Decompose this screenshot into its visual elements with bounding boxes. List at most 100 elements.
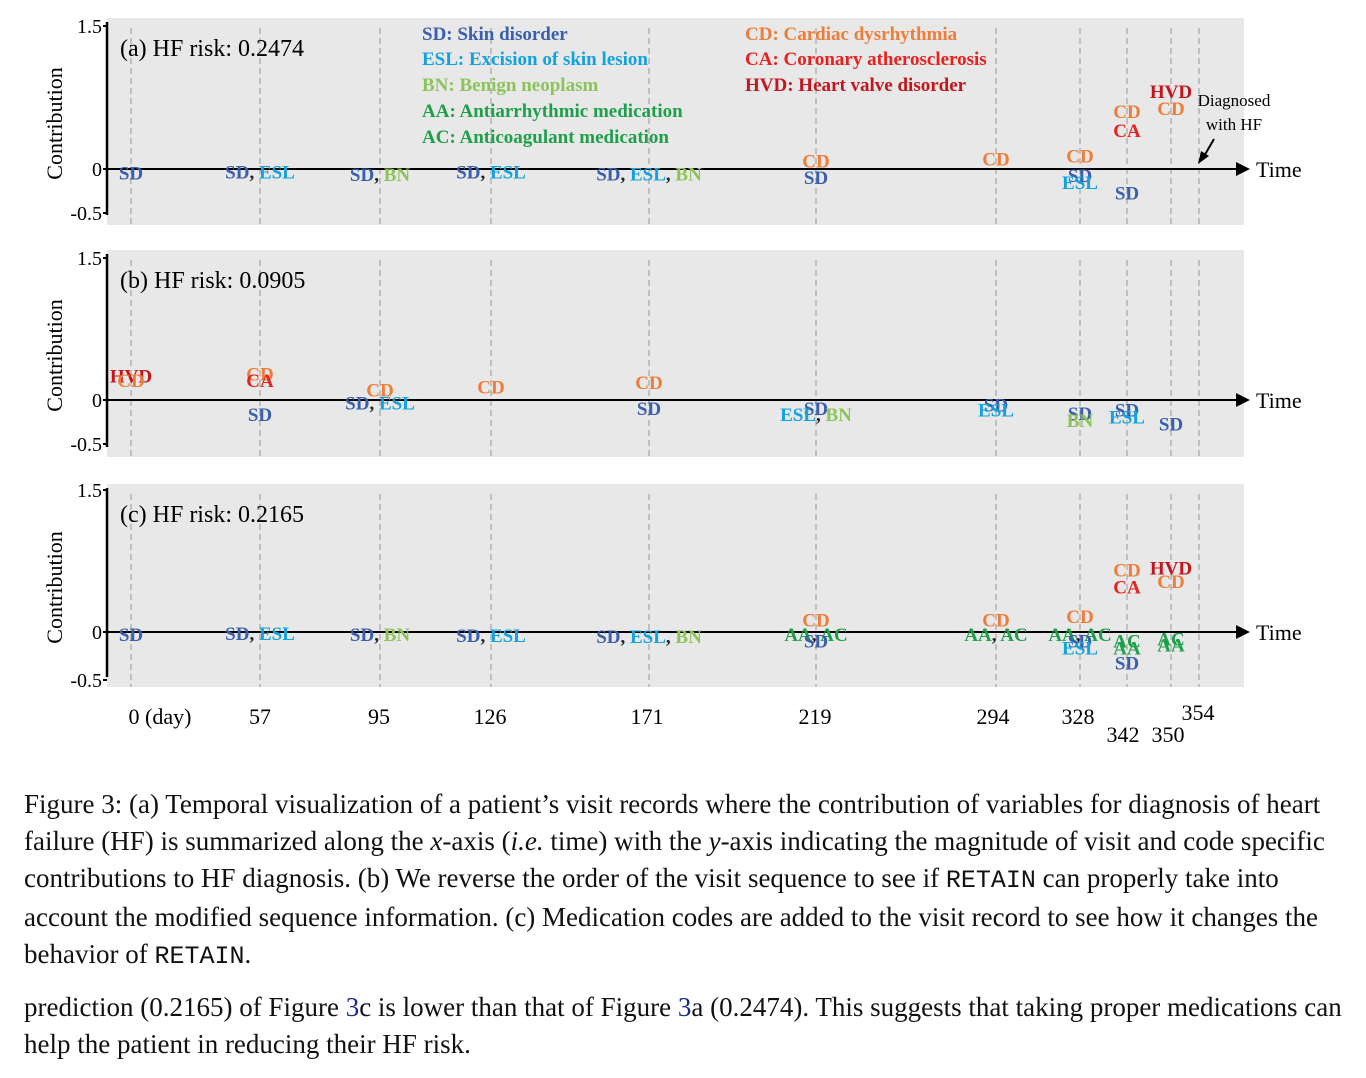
- code-esl: ESL: [1062, 638, 1098, 659]
- code-sd: SD: [1115, 654, 1139, 675]
- y-tick-label: 1.5: [77, 480, 102, 502]
- code-mark-label: CD: [366, 381, 393, 402]
- code-separator: ,: [620, 164, 630, 185]
- code-hvd: HVD: [1150, 82, 1192, 103]
- arrow-icon: [1198, 151, 1209, 164]
- code-ca: CA: [246, 371, 274, 392]
- code-sd: SD: [1068, 632, 1092, 653]
- code-mark-label: CD: [477, 378, 504, 399]
- legend-entry: SD: Skin disorder: [422, 24, 568, 45]
- code-cd: CD: [366, 381, 393, 402]
- code-separator: ,: [374, 165, 384, 186]
- legend-entry: ESL: Excision of skin lesion: [422, 49, 648, 70]
- code-esl: ESL: [630, 164, 666, 185]
- code-mark-label: AA: [1113, 638, 1141, 659]
- legend-entry: CD: Cardiac dysrhythmia: [745, 24, 958, 45]
- code-sd: SD: [225, 163, 249, 184]
- code-separator: ,: [249, 163, 259, 184]
- code-mark-label: CD: [1157, 572, 1184, 593]
- code-separator: ,: [992, 625, 1000, 646]
- code-mark-label: BN: [1067, 411, 1094, 432]
- y-tick-label: -0.5: [70, 203, 102, 225]
- y-tick-label: 0: [92, 622, 102, 644]
- code-mark-label: CA: [1113, 121, 1141, 142]
- code-ac: AC: [1084, 625, 1111, 646]
- x-tick-label: 126: [474, 704, 507, 729]
- code-cd: CD: [477, 378, 504, 399]
- code-mark-label: SD: [984, 395, 1008, 416]
- code-bn: BN: [384, 625, 411, 646]
- y-axis-label: Contribution: [42, 299, 67, 411]
- code-mark-label: CD: [1066, 147, 1093, 168]
- code-mark-label: CD: [1066, 607, 1093, 628]
- code-mark-label: HVD: [110, 366, 152, 387]
- code-mark-label: SD: [1068, 166, 1092, 187]
- code-esl: ESL: [780, 405, 816, 426]
- code-mark-label: AA: [1157, 635, 1185, 656]
- code-mark-label: SD: [248, 405, 272, 426]
- code-mark-label: CD: [1113, 102, 1140, 123]
- code-sd: SD: [119, 163, 143, 184]
- code-mark-label: SD: [804, 632, 828, 653]
- y-tick-label: -0.5: [70, 434, 102, 456]
- code-sd: SD: [1068, 166, 1092, 187]
- code-bn: BN: [1067, 411, 1094, 432]
- code-mark-label: SD: [1159, 415, 1183, 436]
- code-cd: CD: [1066, 147, 1093, 168]
- annotation-text: with HF: [1206, 115, 1262, 134]
- code-cd: CD: [635, 373, 662, 394]
- y-tick-label: 0: [92, 390, 102, 412]
- code-ca: CA: [1113, 578, 1141, 599]
- code-sd: SD: [804, 632, 828, 653]
- code-mark-label: CA: [1113, 578, 1141, 599]
- code-ac: AC: [1157, 630, 1184, 651]
- code-esl: ESL: [1109, 408, 1145, 429]
- code-mark-label: SD: [804, 399, 828, 420]
- code-esl: ESL: [630, 627, 666, 648]
- figure-ref-link[interactable]: 3: [345, 992, 360, 1022]
- y-tick-label: 1.5: [77, 248, 102, 270]
- code-esl: ESL: [379, 394, 415, 415]
- code-cd: CD: [246, 364, 273, 385]
- x-tick-label: 328: [1062, 704, 1095, 729]
- panel-background: [107, 250, 1244, 457]
- code-cd: CD: [802, 611, 829, 632]
- code-mark-label: HVD: [1150, 559, 1192, 580]
- code-sd: SD: [1115, 184, 1139, 205]
- code-hvd: HVD: [1150, 559, 1192, 580]
- code-mark-label: SD: [804, 168, 828, 189]
- code-mark-label: SD: [1115, 654, 1139, 675]
- code-mark-label: SD: [1068, 632, 1092, 653]
- code-mark-label: CA: [246, 371, 274, 392]
- y-tick-label: 1.5: [77, 16, 102, 38]
- code-mark-label: AA, AC: [784, 625, 847, 646]
- x-axis-label: Time: [1256, 388, 1302, 413]
- code-cd: CD: [1157, 99, 1184, 120]
- code-mark-label: SD, ESL: [345, 394, 415, 415]
- arrow-icon: [1236, 393, 1250, 407]
- code-mark-label: SD: [119, 625, 143, 646]
- code-mark-label: CD: [982, 149, 1009, 170]
- code-mark-label: AC: [1113, 632, 1140, 653]
- code-cd: CD: [1066, 607, 1093, 628]
- code-separator: ,: [816, 405, 826, 426]
- code-mark-label: SD, BN: [350, 165, 410, 186]
- code-mark-label: CD: [1157, 99, 1184, 120]
- code-mark-label: CD: [117, 371, 144, 392]
- figure-3-chart: Time 1.5 0 -0.5 Contribution (a) HF risk: 0.2…: [42, 16, 1302, 747]
- x-tick-label: 350: [1152, 722, 1185, 747]
- code-ac: AC: [1000, 625, 1027, 646]
- code-ac: AC: [820, 625, 847, 646]
- code-cd: CD: [802, 151, 829, 172]
- code-sd: SD: [984, 395, 1008, 416]
- legend-entry: AC: Anticoagulant medication: [422, 127, 669, 148]
- figure-ref-link[interactable]: 3: [677, 992, 692, 1022]
- panel-title: (b) HF risk: 0.0905: [120, 268, 305, 294]
- code-sd: SD: [225, 624, 249, 645]
- code-ca: CA: [1113, 121, 1141, 142]
- retain-code-1: RETAIN: [945, 866, 1036, 895]
- arrow-icon: [1236, 162, 1250, 176]
- x-tick-label: 95: [368, 704, 390, 729]
- code-mark-label: CD: [802, 611, 829, 632]
- code-mark-label: ESL: [1062, 638, 1098, 659]
